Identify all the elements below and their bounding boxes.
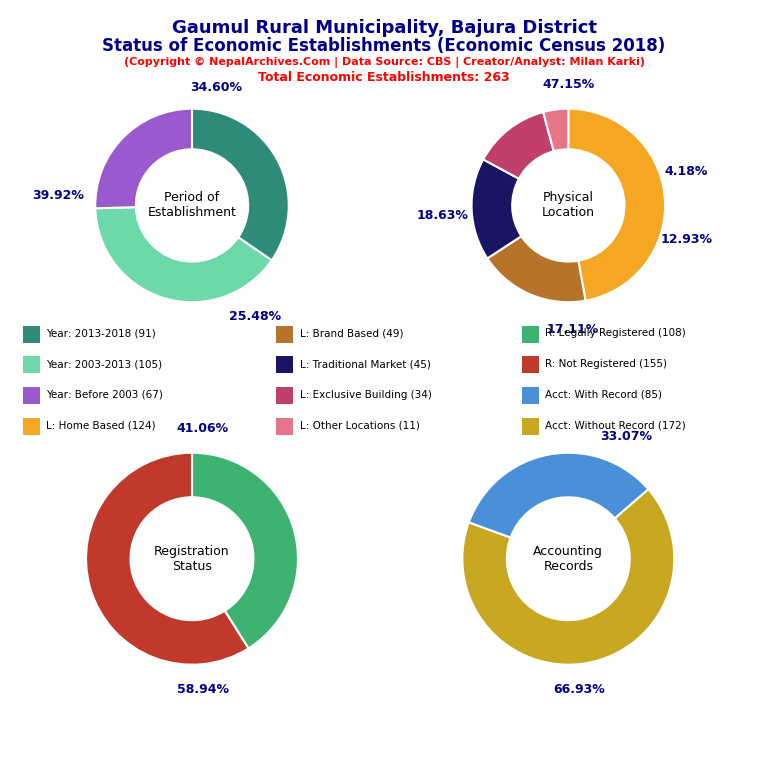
Text: 25.48%: 25.48% [229, 310, 281, 323]
Text: 34.60%: 34.60% [190, 81, 242, 94]
Text: Total Economic Establishments: 263: Total Economic Establishments: 263 [258, 71, 510, 84]
Text: (Copyright © NepalArchives.Com | Data Source: CBS | Creator/Analyst: Milan Karki: (Copyright © NepalArchives.Com | Data So… [124, 57, 644, 68]
Text: Acct: Without Record (172): Acct: Without Record (172) [545, 420, 686, 431]
Wedge shape [95, 109, 192, 208]
Wedge shape [543, 109, 568, 151]
Text: 33.07%: 33.07% [601, 430, 653, 443]
Text: 17.11%: 17.11% [547, 323, 599, 336]
Text: 12.93%: 12.93% [660, 233, 713, 246]
Wedge shape [192, 453, 298, 648]
Text: 39.92%: 39.92% [32, 189, 84, 202]
Text: Status of Economic Establishments (Economic Census 2018): Status of Economic Establishments (Econo… [102, 37, 666, 55]
Text: 18.63%: 18.63% [416, 209, 468, 222]
Text: 47.15%: 47.15% [542, 78, 594, 91]
Text: 41.06%: 41.06% [177, 422, 229, 435]
Wedge shape [86, 453, 248, 664]
Wedge shape [95, 207, 272, 302]
Wedge shape [568, 109, 665, 300]
Text: 66.93%: 66.93% [553, 683, 604, 696]
Text: L: Brand Based (49): L: Brand Based (49) [300, 328, 403, 339]
Text: Year: Before 2003 (67): Year: Before 2003 (67) [46, 389, 163, 400]
Text: Period of
Establishment: Period of Establishment [147, 191, 237, 220]
Text: Physical
Location: Physical Location [541, 191, 595, 220]
Text: 58.94%: 58.94% [177, 683, 229, 696]
Wedge shape [462, 489, 674, 664]
Text: Accounting
Records: Accounting Records [534, 545, 603, 573]
Wedge shape [488, 237, 585, 302]
Text: R: Not Registered (155): R: Not Registered (155) [545, 359, 667, 369]
Text: 4.18%: 4.18% [664, 165, 708, 178]
Text: Registration
Status: Registration Status [154, 545, 230, 573]
Text: L: Other Locations (11): L: Other Locations (11) [300, 420, 419, 431]
Text: L: Traditional Market (45): L: Traditional Market (45) [300, 359, 430, 369]
Text: L: Exclusive Building (34): L: Exclusive Building (34) [300, 389, 432, 400]
Wedge shape [472, 160, 521, 258]
Text: Gaumul Rural Municipality, Bajura District: Gaumul Rural Municipality, Bajura Distri… [171, 19, 597, 37]
Text: L: Home Based (124): L: Home Based (124) [46, 420, 156, 431]
Text: Year: 2013-2018 (91): Year: 2013-2018 (91) [46, 328, 156, 339]
Wedge shape [468, 453, 648, 538]
Wedge shape [192, 109, 289, 260]
Text: Year: 2003-2013 (105): Year: 2003-2013 (105) [46, 359, 162, 369]
Wedge shape [483, 112, 554, 179]
Text: Acct: With Record (85): Acct: With Record (85) [545, 389, 662, 400]
Text: R: Legally Registered (108): R: Legally Registered (108) [545, 328, 686, 339]
